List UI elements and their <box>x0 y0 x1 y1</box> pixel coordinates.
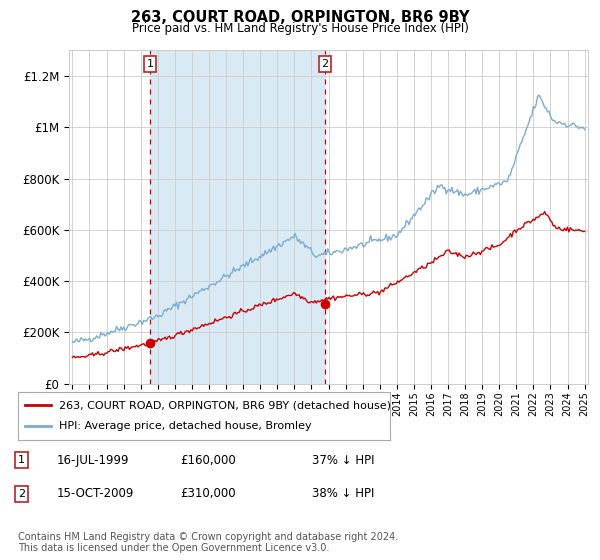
Text: Price paid vs. HM Land Registry's House Price Index (HPI): Price paid vs. HM Land Registry's House … <box>131 22 469 35</box>
Text: Contains HM Land Registry data © Crown copyright and database right 2024.
This d: Contains HM Land Registry data © Crown c… <box>18 531 398 553</box>
Text: 263, COURT ROAD, ORPINGTON, BR6 9BY (detached house): 263, COURT ROAD, ORPINGTON, BR6 9BY (det… <box>59 400 391 410</box>
Bar <box>150 50 325 384</box>
Text: 2: 2 <box>322 59 328 69</box>
Text: 15-OCT-2009: 15-OCT-2009 <box>57 487 134 501</box>
Text: £310,000: £310,000 <box>180 487 236 501</box>
Text: 263, COURT ROAD, ORPINGTON, BR6 9BY: 263, COURT ROAD, ORPINGTON, BR6 9BY <box>131 10 469 25</box>
Text: 1: 1 <box>18 455 25 465</box>
Text: £160,000: £160,000 <box>180 454 236 467</box>
Text: 1: 1 <box>146 59 154 69</box>
Text: 37% ↓ HPI: 37% ↓ HPI <box>312 454 374 467</box>
Text: 38% ↓ HPI: 38% ↓ HPI <box>312 487 374 501</box>
Text: 2: 2 <box>18 489 25 499</box>
Text: HPI: Average price, detached house, Bromley: HPI: Average price, detached house, Brom… <box>59 421 311 431</box>
Text: 16-JUL-1999: 16-JUL-1999 <box>57 454 130 467</box>
